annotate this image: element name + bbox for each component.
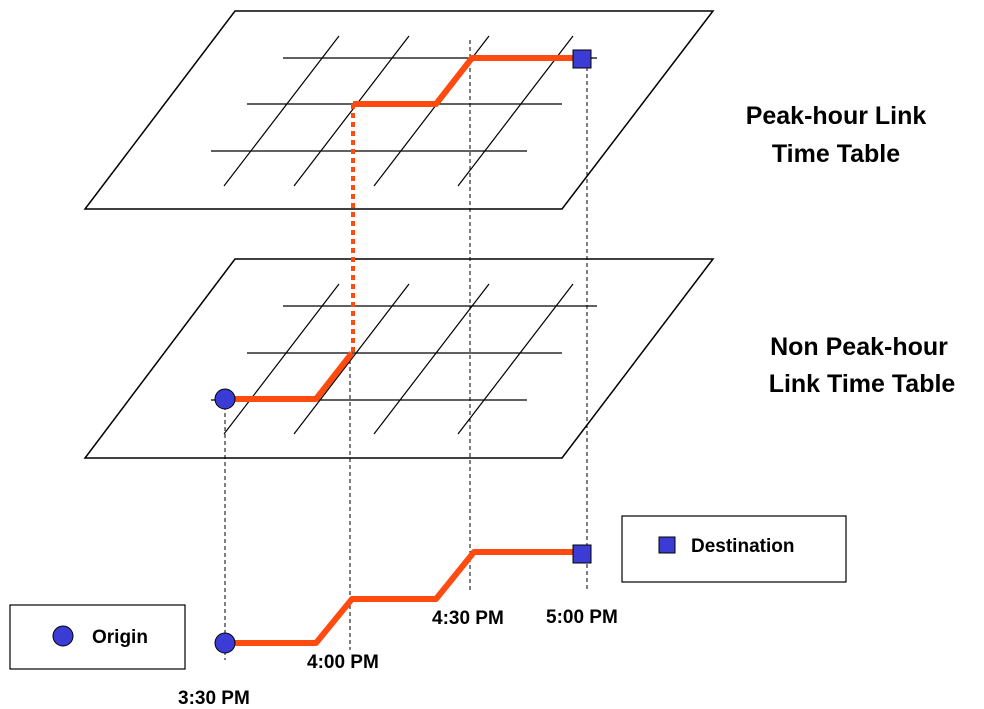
legend-destination-label: Destination xyxy=(691,536,794,557)
non-peak-grid xyxy=(211,283,597,435)
peak-layer-label-line1: Peak-hour Link xyxy=(746,102,927,130)
route-timeline xyxy=(225,549,580,646)
peak-layer-label-line2: Time Table xyxy=(772,140,900,168)
time-guide-lines xyxy=(224,40,588,660)
legend-origin-box xyxy=(9,604,186,670)
route-non-peak-segment xyxy=(225,351,355,402)
peak-plane-outline xyxy=(83,10,715,210)
time-label: 4:30 PM xyxy=(432,608,504,629)
destination-square-icon xyxy=(658,536,676,554)
legend-destination: Destination xyxy=(621,515,847,583)
time-label: 3:30 PM xyxy=(178,688,250,709)
non-peak-layer-label-line2: Link Time Table xyxy=(769,370,956,398)
origin-circle-icon xyxy=(52,625,74,647)
time-label: 4:00 PM xyxy=(307,652,379,673)
route-peak-segment xyxy=(353,55,580,107)
non-peak-hour-plane xyxy=(83,258,715,459)
time-label: 5:00 PM xyxy=(546,607,618,628)
origin-marker-icon xyxy=(214,388,236,410)
legend-origin: Origin xyxy=(9,604,186,670)
route-on-planes xyxy=(225,55,580,402)
destination-marker-icon xyxy=(572,49,592,69)
non-peak-layer-label-line1: Non Peak-hour xyxy=(770,333,948,361)
peak-hour-plane xyxy=(83,10,715,210)
origin-timeline-icon xyxy=(214,632,236,654)
legend-origin-label: Origin xyxy=(92,627,148,648)
destination-timeline-icon xyxy=(572,544,592,564)
non-peak-plane-outline xyxy=(83,258,715,459)
